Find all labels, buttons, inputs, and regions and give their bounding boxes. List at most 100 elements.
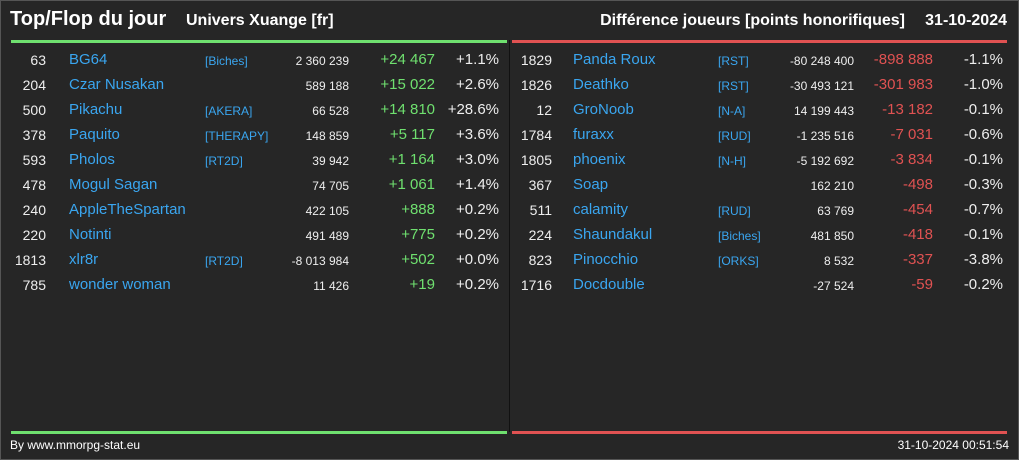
diff-cell: +775: [401, 226, 435, 243]
rank-cell: 12: [536, 102, 552, 118]
guild-tag-link[interactable]: [Biches]: [718, 229, 761, 243]
percent-cell: -0.1%: [963, 101, 1003, 118]
percent-cell: +1.1%: [456, 51, 499, 68]
player-name-link[interactable]: Pinocchio: [573, 251, 639, 268]
player-name-link[interactable]: Paquito: [69, 126, 120, 143]
top-row: 785 wonder woman 11 426 +19 +0.2%: [0, 273, 1019, 298]
player-name-link[interactable]: AppleTheSpartan: [69, 201, 186, 218]
points-cell: 2 360 239: [295, 54, 349, 68]
rank-cell: 785: [22, 277, 46, 293]
points-cell: 481 850: [810, 229, 854, 243]
player-name-link[interactable]: Docdouble: [573, 276, 645, 293]
points-cell: 589 188: [305, 79, 349, 93]
flop-row: 1716 Docdouble -27 524 -59 -0.2%: [0, 273, 1019, 298]
rank-cell: 823: [528, 252, 552, 268]
top-table: 63 BG64 [Biches] 2 360 239 +24 467 +1.1% 204 Cz…: [0, 48, 1019, 298]
diff-cell: -498: [902, 176, 933, 193]
player-name-link[interactable]: Pikachu: [69, 101, 123, 118]
flop-row: 1829 Panda Roux [RST] -80 248 400 -898 888 -1…: [0, 48, 1019, 73]
rank-cell: 1813: [14, 252, 46, 268]
rank-cell: 1826: [520, 77, 552, 93]
diff-cell: -898 888: [873, 51, 933, 68]
percent-cell: +28.6%: [447, 101, 499, 118]
guild-tag-link[interactable]: [Biches]: [205, 54, 248, 68]
rank-cell: 1805: [520, 152, 552, 168]
guild-tag-link[interactable]: [RST]: [718, 79, 749, 93]
diff-cell: -59: [911, 276, 933, 293]
guild-tag-link[interactable]: [RUD]: [718, 204, 751, 218]
player-name-link[interactable]: calamity: [573, 201, 629, 218]
column-divider: [509, 40, 510, 432]
flop-row: 823 Pinocchio [ORKS] 8 532 -337 -3.8%: [0, 248, 1019, 273]
rank-cell: 1716: [520, 277, 552, 293]
rank-cell: 220: [22, 227, 46, 243]
footer-credit[interactable]: By www.mmorpg-stat.eu: [10, 438, 141, 452]
guild-tag-link[interactable]: [AKERA]: [205, 104, 253, 118]
rank-cell: 1829: [520, 52, 552, 68]
flop-bar-bottom: [512, 431, 1007, 434]
points-cell: 162 210: [810, 179, 854, 193]
date-label: 31-10-2024: [925, 12, 1007, 29]
player-name-link[interactable]: Mogul Sagan: [69, 176, 158, 193]
flop-row: 367 Soap 162 210 -498 -0.3%: [0, 173, 1019, 198]
guild-tag-link[interactable]: [N-A]: [718, 104, 746, 118]
diff-cell: +24 467: [380, 51, 435, 68]
percent-cell: +0.0%: [456, 251, 499, 268]
top-row: 378 Paquito [THERAPY] 148 859 +5 117 +3.6%: [0, 123, 1019, 148]
guild-tag-link[interactable]: [THERAPY]: [205, 129, 269, 143]
guild-tag-link[interactable]: [RUD]: [718, 129, 751, 143]
player-name-link[interactable]: Czar Nusakan: [69, 76, 165, 93]
rank-cell: 204: [22, 77, 46, 93]
points-cell: 148 859: [305, 129, 349, 143]
player-name-link[interactable]: xlr8r: [69, 251, 99, 268]
percent-cell: +0.2%: [456, 201, 499, 218]
player-name-link[interactable]: Soap: [573, 176, 609, 193]
points-cell: -5 192 692: [796, 154, 854, 168]
player-name-link[interactable]: Panda Roux: [573, 51, 656, 68]
flop-row: 511 calamity [RUD] 63 769 -454 -0.7%: [0, 198, 1019, 223]
top-row: 500 Pikachu [AKERA] 66 528 +14 810 +28.6%: [0, 98, 1019, 123]
guild-tag-link[interactable]: [RT2D]: [205, 154, 243, 168]
flop-row: 12 GroNoob [N-A] 14 199 443 -13 182 -0.1%: [0, 98, 1019, 123]
guild-tag-link[interactable]: [ORKS]: [718, 254, 759, 268]
top-bar-bottom: [11, 431, 507, 434]
diff-cell: +502: [401, 251, 435, 268]
diff-cell: +1 164: [388, 151, 435, 168]
points-cell: 422 105: [305, 204, 349, 218]
player-name-link[interactable]: Pholos: [69, 151, 115, 168]
flop-bar-divider: [512, 40, 1007, 43]
diff-cell: +1 061: [388, 176, 435, 193]
percent-cell: -0.7%: [963, 201, 1003, 218]
player-name-link[interactable]: GroNoob: [573, 101, 634, 118]
percent-cell: +0.2%: [456, 276, 499, 293]
points-cell: 491 489: [305, 229, 349, 243]
percent-cell: -0.6%: [963, 126, 1003, 143]
rank-cell: 478: [22, 177, 46, 193]
guild-tag-link[interactable]: [N-H]: [718, 154, 746, 168]
diff-cell: +14 810: [380, 101, 435, 118]
flop-row: 1826 Deathko [RST] -30 493 121 -301 983 -1.0%: [0, 73, 1019, 98]
flop-row: 224 Shaundakul [Biches] 481 850 -418 -0.1%: [0, 223, 1019, 248]
percent-cell: +3.0%: [456, 151, 499, 168]
player-name-link[interactable]: BG64: [69, 51, 108, 68]
guild-tag-link[interactable]: [RST]: [718, 54, 749, 68]
guild-tag-link[interactable]: [RT2D]: [205, 254, 243, 268]
points-cell: 63 769: [817, 204, 854, 218]
player-name-link[interactable]: furaxx: [573, 126, 614, 143]
player-name-link[interactable]: phoenix: [573, 151, 626, 168]
percent-cell: -3.8%: [963, 251, 1003, 268]
diff-cell: -454: [902, 201, 933, 218]
header: Top/Flop du jour Univers Xuange [fr] Dif…: [0, 0, 1017, 40]
player-name-link[interactable]: wonder woman: [69, 276, 171, 293]
player-name-link[interactable]: Shaundakul: [573, 226, 653, 243]
top-row: 593 Pholos [RT2D] 39 942 +1 164 +3.0%: [0, 148, 1019, 173]
top-row: 478 Mogul Sagan 74 705 +1 061 +1.4%: [0, 173, 1019, 198]
points-cell: 74 705: [312, 179, 349, 193]
points-cell: -1 235 516: [796, 129, 854, 143]
diff-cell: -13 182: [882, 101, 933, 118]
universe-label: Univers Xuange [fr]: [186, 12, 334, 29]
player-name-link[interactable]: Notinti: [69, 226, 112, 243]
diff-cell: -418: [902, 226, 933, 243]
player-name-link[interactable]: Deathko: [573, 76, 629, 93]
top-row: 63 BG64 [Biches] 2 360 239 +24 467 +1.1%: [0, 48, 1019, 73]
